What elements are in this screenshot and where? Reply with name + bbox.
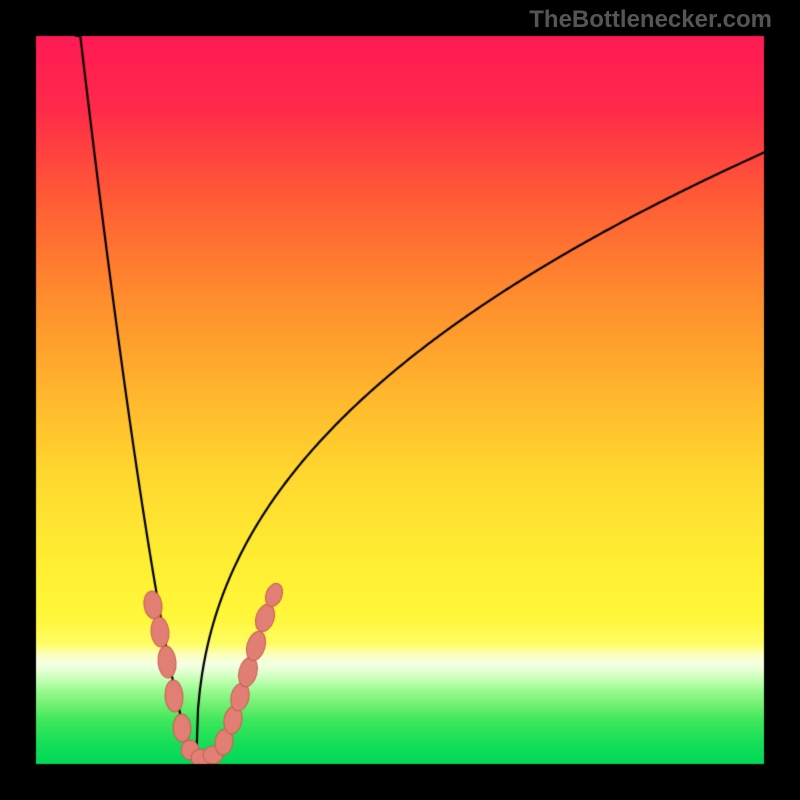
bottleneck-chart [0,0,800,800]
stage: TheBottlenecker.com [0,0,800,800]
watermark-text: TheBottlenecker.com [529,6,772,34]
